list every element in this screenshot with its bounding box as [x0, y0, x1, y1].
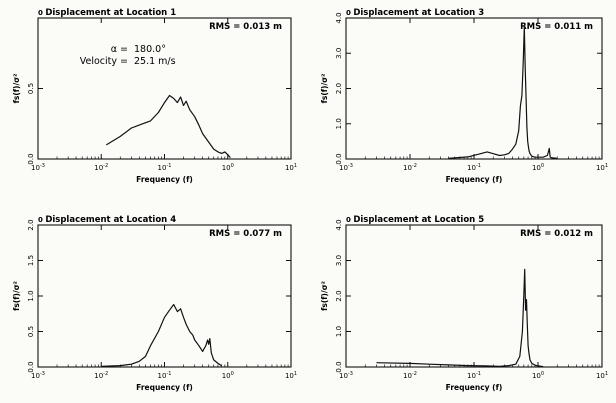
y-tick-label: 4.0 [335, 12, 343, 23]
y-tick-label: 1.0 [335, 118, 343, 129]
y-tick-label: 0.0 [335, 153, 343, 164]
y-tick-label: 1.5 [27, 255, 35, 266]
x-tick-label: 100 [222, 371, 234, 380]
chart-title: 0 Displacement at Location 4 [38, 215, 176, 225]
chart-title: 0 Displacement at Location 1 [38, 8, 176, 18]
y-tick-label: 1.0 [27, 290, 35, 301]
x-tick-label: 100 [532, 163, 544, 172]
x-tick-label: 10-2 [403, 371, 417, 380]
y-axis-label: fs(f)/σ² [12, 281, 21, 311]
y-tick-label: 2.0 [335, 83, 343, 94]
chart-title: 0 Displacement at Location 3 [346, 8, 484, 18]
y-tick-label: 0.0 [27, 153, 35, 164]
y-tick-label: 4.0 [335, 219, 343, 230]
x-tick-label: 10-2 [94, 371, 108, 380]
x-axis-label: Frequency (f) [446, 175, 503, 184]
annotation-value: 180.0° [134, 44, 166, 55]
x-tick-label: 10-3 [31, 163, 45, 172]
y-tick-label: 3.0 [335, 48, 343, 59]
y-tick-label: 0.5 [27, 83, 35, 94]
rms-readout: RMS = 0.011 m [520, 22, 593, 32]
annotation-label: Velocity = [80, 56, 128, 67]
rms-readout: RMS = 0.012 m [520, 229, 593, 239]
x-tick-label: 10-1 [467, 371, 481, 380]
y-axis-label: fs(f)/σ² [320, 74, 329, 104]
x-tick-label: 101 [285, 163, 297, 172]
x-tick-label: 101 [596, 163, 608, 172]
x-axis-label: Frequency (f) [446, 383, 503, 392]
plot-frame [37, 17, 292, 160]
chart-panel-2: 10-3 10-2 10-1 100 101 0.0 1.0 2.0 3.0 4.0 0 Displ… [320, 8, 608, 184]
y-tick-label: 2.0 [27, 219, 35, 230]
x-tick-label: 10-3 [339, 371, 353, 380]
x-tick-label: 101 [596, 371, 608, 380]
x-tick-label: 10-1 [158, 163, 172, 172]
y-tick-label: 1.0 [335, 326, 343, 337]
y-tick-label: 3.0 [335, 255, 343, 266]
spectrum-line [105, 94, 231, 159]
y-axis-label: fs(f)/σ² [320, 281, 329, 311]
chart-title: 0 Displacement at Location 5 [346, 215, 484, 225]
y-tick-label: 0.5 [27, 326, 35, 337]
rms-readout: RMS = 0.013 m [209, 22, 282, 32]
y-tick-label: 0.0 [27, 361, 35, 372]
x-axis-label: Frequency (f) [136, 175, 193, 184]
x-tick-label: 10-1 [467, 163, 481, 172]
x-tick-label: 10-3 [339, 163, 353, 172]
spectrum-line [376, 268, 544, 368]
spectrum-line [101, 303, 222, 367]
y-tick-label: 2.0 [335, 290, 343, 301]
chart-panel-3: 10-3 10-2 10-1 100 101 0.0 0.5 1.0 1.5 2.0 0 Displ… [12, 215, 297, 392]
chart-panel-4: 10-3 10-2 10-1 100 101 0.0 1.0 2.0 3.0 4.0 0 Displ… [320, 215, 608, 392]
plot-frame [37, 224, 292, 368]
x-tick-label: 10-3 [31, 371, 45, 380]
rms-readout: RMS = 0.077 m [209, 229, 282, 239]
x-tick-label: 100 [222, 163, 234, 172]
plot-frame [345, 17, 603, 160]
x-axis-label: Frequency (f) [136, 383, 193, 392]
annotation-value: 25.1 m/s [134, 56, 176, 67]
x-tick-label: 10-1 [158, 371, 172, 380]
plot-frame [345, 224, 603, 368]
x-tick-label: 100 [532, 371, 544, 380]
x-tick-label: 10-2 [94, 163, 108, 172]
x-tick-label: 10-2 [403, 163, 417, 172]
annotation-label: α = [111, 44, 128, 55]
x-tick-label: 101 [285, 371, 297, 380]
chart-panel-1: 10-3 10-2 10-1 100 101 0.0 0.5 0 Displacement a… [12, 8, 297, 184]
y-axis-label: fs(f)/σ² [12, 74, 21, 104]
y-tick-label: 0.0 [335, 361, 343, 372]
spectrum-line [448, 26, 558, 159]
